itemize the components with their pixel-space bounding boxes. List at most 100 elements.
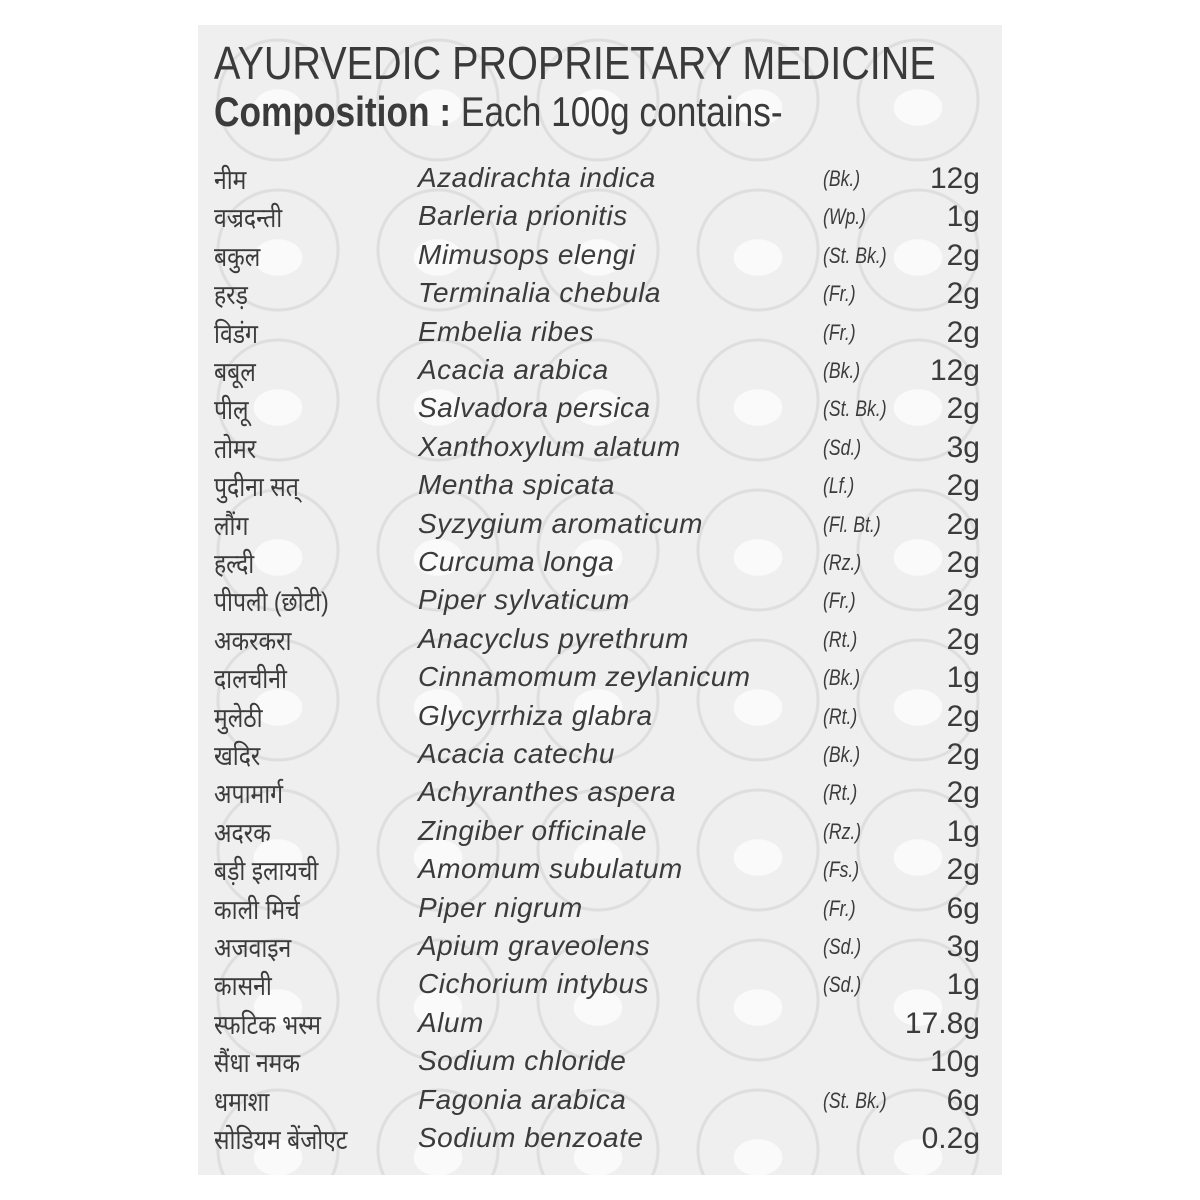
amount: 2g <box>946 776 980 810</box>
hindi-name: काली मिर्च <box>214 894 300 925</box>
latin-name: Sodium benzoate <box>418 1122 644 1153</box>
latin-name: Azadirachta indica <box>418 162 656 193</box>
amount: 2g <box>946 546 980 579</box>
amount: 1g <box>946 200 980 234</box>
latin-name: Glycyrrhiza glabra <box>418 699 653 731</box>
ingredient-row: तोमर Xanthoxylum alatum (Sd.) 3g <box>0 429 1200 467</box>
plant-part: (Rz.) <box>823 818 862 844</box>
ingredient-row: विडंग Embelia ribes (Fr.) 2g <box>0 314 1200 352</box>
latin-name: Curcuma longa <box>418 546 615 577</box>
plant-part: (Bk.) <box>823 358 861 383</box>
label-panel <box>198 25 1002 1175</box>
ingredient-row: धमाशा Fagonia arabica (St. Bk.) 6g <box>0 1082 1200 1120</box>
ingredient-row: सैंधा नमक Sodium chloride 10g <box>0 1043 1200 1081</box>
ingredient-row: पीलू Salvadora persica (St. Bk.) 2g <box>0 390 1200 428</box>
ingredient-row: हरड़ Terminalia chebula (Fr.) 2g <box>0 275 1200 313</box>
latin-name: Alum <box>418 1006 484 1038</box>
hindi-name: पीपली (छोटी) <box>214 587 329 618</box>
hindi-name: विडंग <box>214 318 258 349</box>
hindi-name: हरड़ <box>214 280 248 311</box>
ingredient-row: अकरकरा Anacyclus pyrethrum (Rt.) 2g <box>0 621 1200 659</box>
hindi-name: सैंधा नमक <box>214 1048 301 1079</box>
latin-name: Achyranthes aspera <box>418 776 677 808</box>
plant-part: (Wp.) <box>823 204 867 230</box>
ingredient-row: खदिर Acacia catechu (Bk.) 2g <box>0 736 1200 774</box>
plant-part: (Rz.) <box>823 550 862 575</box>
latin-name: Terminalia chebula <box>418 277 661 309</box>
hindi-name: सोडियम बेंजोएट <box>214 1125 348 1155</box>
document-title: AYURVEDIC PROPRIETARY MEDICINE <box>214 37 936 89</box>
amount: 2g <box>946 699 980 733</box>
plant-part: (Fs.) <box>823 857 860 883</box>
latin-name: Sodium chloride <box>418 1045 627 1077</box>
plant-part: (Rt.) <box>823 780 858 806</box>
plant-part: (Sd.) <box>823 972 862 998</box>
hindi-name: अपामार्ग <box>214 779 284 810</box>
ingredient-row: पीपली (छोटी) Piper sylvaticum (Fr.) 2g <box>0 582 1200 620</box>
plant-part: (Lf.) <box>823 473 855 499</box>
hindi-name: स्फटिक भस्म <box>214 1009 321 1040</box>
plant-part: (St. Bk.) <box>823 1087 887 1113</box>
plant-part: (St. Bk.) <box>823 396 887 422</box>
plant-part: (St. Bk.) <box>823 242 887 268</box>
amount: 1g <box>946 661 980 695</box>
amount: 2g <box>946 277 980 311</box>
plant-part: (Rt.) <box>823 626 858 652</box>
latin-name: Barleria prionitis <box>418 200 628 232</box>
latin-name: Xanthoxylum alatum <box>418 430 681 462</box>
amount: 2g <box>946 238 980 272</box>
amount: 2g <box>946 315 980 349</box>
ingredient-row: स्फटिक भस्म Alum 17.8g <box>0 1005 1200 1043</box>
latin-name: Apium graveolens <box>418 930 651 961</box>
hindi-name: बबूल <box>214 357 256 387</box>
amount: 2g <box>946 738 980 771</box>
latin-name: Cichorium intybus <box>418 968 650 1000</box>
amount: 2g <box>946 507 980 541</box>
ingredient-row: सोडियम बेंजोएट Sodium benzoate 0.2g <box>0 1120 1200 1158</box>
amount: 2g <box>946 853 980 887</box>
hindi-name: पीलू <box>214 395 249 426</box>
latin-name: Embelia ribes <box>418 315 595 347</box>
plant-part: (Fr.) <box>823 895 856 921</box>
amount: 0.2g <box>921 1122 980 1155</box>
ingredient-row: हल्दी Curcuma longa (Rz.) 2g <box>0 544 1200 582</box>
amount: 6g <box>946 1083 980 1117</box>
amount: 6g <box>946 891 980 925</box>
hindi-name: अदरक <box>214 817 271 848</box>
ingredient-row: बड़ी इलायची Amomum subulatum (Fs.) 2g <box>0 851 1200 889</box>
hindi-name: लौंग <box>214 510 249 541</box>
ingredient-row: मुलेठी Glycyrrhiza glabra (Rt.) 2g <box>0 698 1200 736</box>
hindi-name: तोमर <box>214 433 257 464</box>
plant-part: (Fr.) <box>823 281 856 307</box>
plant-part: (Fr.) <box>823 319 856 345</box>
hindi-name: कासनी <box>214 971 272 1002</box>
amount: 1g <box>946 814 980 848</box>
plant-part: (Rt.) <box>823 703 858 729</box>
latin-name: Fagonia arabica <box>418 1083 627 1115</box>
latin-name: Acacia arabica <box>418 354 609 385</box>
latin-name: Mentha spicata <box>418 469 615 501</box>
latin-name: Piper sylvaticum <box>418 584 630 616</box>
amount: 12g <box>929 354 980 387</box>
ingredient-row: बबूल Acacia arabica (Bk.) 12g <box>0 352 1200 390</box>
amount: 1g <box>946 968 980 1002</box>
amount: 3g <box>946 930 980 963</box>
composition-label: Composition : <box>214 88 452 135</box>
latin-name: Anacyclus pyrethrum <box>418 622 689 654</box>
amount: 10g <box>929 1045 980 1079</box>
ingredient-row: नीम Azadirachta indica (Bk.) 12g <box>0 160 1200 198</box>
ingredient-row: अपामार्ग Achyranthes aspera (Rt.) 2g <box>0 774 1200 812</box>
hindi-name: मुलेठी <box>214 702 263 733</box>
hindi-name: खदिर <box>214 741 261 771</box>
plant-part: (Bk.) <box>823 166 861 191</box>
plant-part: (Bk.) <box>823 742 861 767</box>
amount: 2g <box>946 622 980 656</box>
hindi-name: पुदीना सत् <box>214 472 299 503</box>
latin-name: Cinnamomum zeylanicum <box>418 661 751 693</box>
ingredient-row: वज्रदन्ती Barleria prionitis (Wp.) 1g <box>0 198 1200 236</box>
ingredient-row: काली मिर्च Piper nigrum (Fr.) 6g <box>0 890 1200 928</box>
ingredient-row: दालचीनी Cinnamomum zeylanicum (Bk.) 1g <box>0 659 1200 697</box>
amount: 12g <box>929 162 980 195</box>
latin-name: Amomum subulatum <box>418 853 683 885</box>
hindi-name: हल्दी <box>214 549 255 579</box>
